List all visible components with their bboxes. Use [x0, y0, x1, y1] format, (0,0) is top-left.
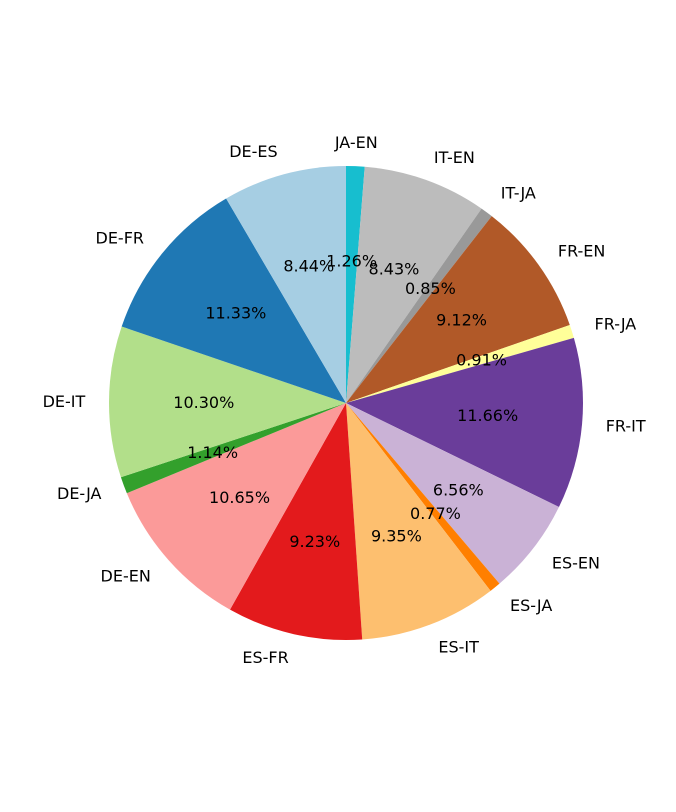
percent-label-it-en: 8.43%: [369, 260, 420, 279]
pie-slice-es-it: [346, 403, 491, 640]
category-label-es-fr: ES-FR: [242, 648, 288, 667]
category-label-ja-en: JA-EN: [334, 133, 378, 152]
pie-slices: [109, 166, 583, 640]
category-label-de-es: DE-ES: [229, 142, 277, 161]
pie-slice-it-en: [346, 166, 482, 403]
pie-slice-de-it: [109, 326, 347, 478]
pie-slice-de-en: [126, 403, 347, 610]
percent-label-fr-it: 11.66%: [457, 406, 518, 425]
pie-slice-fr-it: [346, 337, 583, 507]
category-label-de-ja: DE-JA: [57, 484, 102, 503]
pie-slice-es-ja: [346, 403, 500, 591]
category-label-de-it: DE-IT: [43, 392, 86, 411]
pie-slice-fr-en: [346, 216, 570, 403]
category-labels: JA-EN IT-EN IT-JA FR-EN FR-JA FR-IT ES-EN ES-JA…: [43, 133, 646, 667]
category-label-it-en: IT-EN: [434, 148, 475, 167]
pie-slice-es-en: [346, 403, 559, 584]
percent-labels: 1.26%8.43%0.85% 9.12% 0.91% 11.66% 6.56% 0.77…: [173, 251, 518, 551]
percent-label-fr-en: 9.12%: [436, 311, 487, 330]
percent-label-de-ja: 1.14%: [187, 443, 238, 462]
category-label-es-it: ES-IT: [438, 637, 479, 656]
category-label-it-ja: IT-JA: [501, 184, 536, 203]
percent-label-es-fr: 9.23%: [289, 532, 340, 551]
percent-label-es-ja: 0.77%: [410, 504, 461, 523]
pie-slice-es-fr: [230, 403, 363, 640]
pie-slice-de-es: [226, 166, 346, 403]
category-label-fr-it: FR-IT: [606, 416, 646, 435]
percent-label-fr-ja: 0.91%: [456, 351, 507, 370]
category-label-fr-en: FR-EN: [558, 242, 606, 261]
category-label-fr-ja: FR-JA: [595, 315, 637, 334]
percent-label-it-ja: 0.85%: [405, 279, 456, 298]
pie-slice-ja-en: [346, 166, 365, 403]
pie-slice-de-ja: [120, 403, 347, 494]
category-label-de-fr: DE-FR: [96, 229, 145, 248]
pie-slice-de-fr: [121, 198, 346, 403]
category-label-es-en: ES-EN: [552, 553, 600, 572]
pie-slice-fr-ja: [346, 324, 574, 403]
percent-label-ja-en: 1.26%: [326, 251, 377, 270]
percent-label-de-en: 10.65%: [209, 488, 270, 507]
category-label-de-en: DE-EN: [101, 566, 151, 585]
percent-label-de-fr: 11.33%: [205, 304, 266, 323]
category-label-es-ja: ES-JA: [510, 596, 552, 615]
percent-label-de-es: 8.44%: [283, 256, 334, 275]
percent-label-es-en: 6.56%: [433, 481, 484, 500]
percent-label-de-it: 10.30%: [173, 393, 234, 412]
percent-label-es-it: 9.35%: [371, 526, 422, 545]
pie-slice-it-ja: [346, 208, 492, 403]
